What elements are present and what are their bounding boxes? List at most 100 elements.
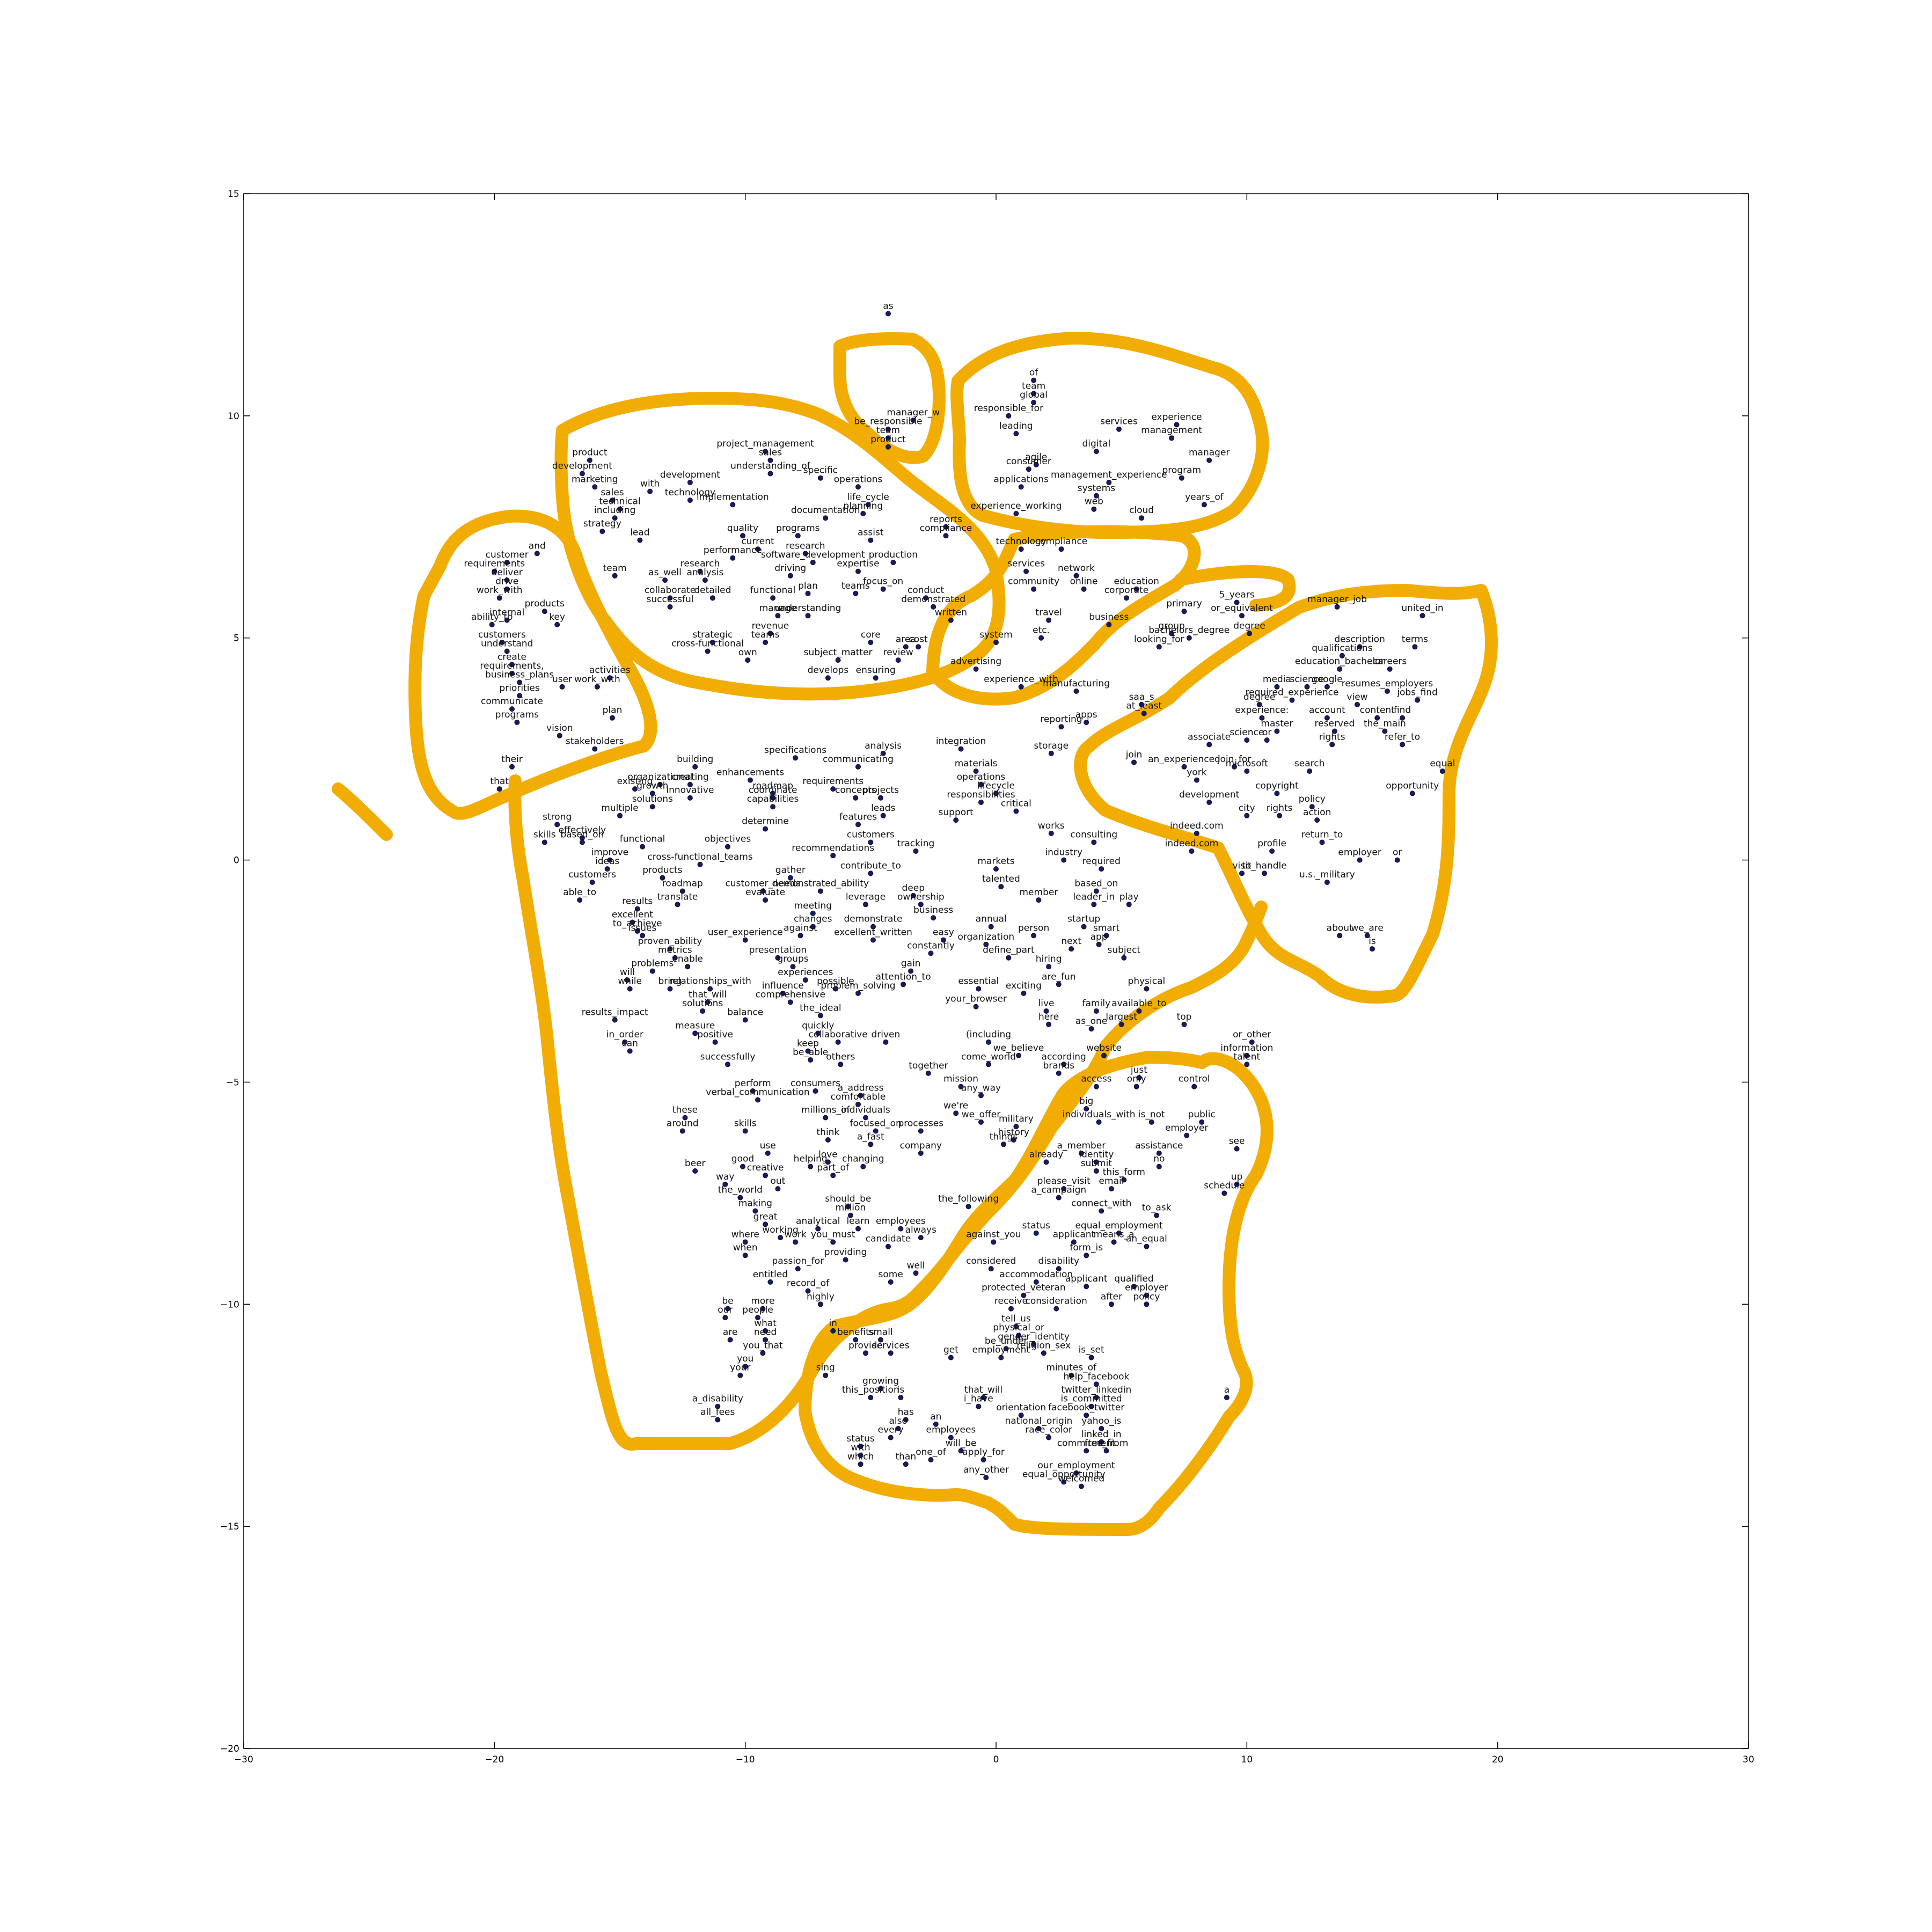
point-label: free_from <box>1085 1438 1129 1448</box>
data-point <box>599 529 605 535</box>
point-label: quality <box>727 523 758 533</box>
point-label: team <box>876 425 900 436</box>
data-point <box>1307 769 1313 774</box>
point-label: skills <box>533 830 556 840</box>
data-point <box>763 1328 769 1334</box>
data-point <box>978 800 984 805</box>
data-point <box>1056 1195 1062 1201</box>
point-label: (including <box>966 1029 1011 1040</box>
data-point <box>1071 1239 1077 1245</box>
data-point <box>685 964 691 970</box>
point-label: responsible_for <box>974 403 1043 414</box>
data-point <box>858 1444 863 1450</box>
point-label: influence <box>762 980 804 991</box>
data-point <box>878 1337 883 1343</box>
point-label: keep <box>797 1038 819 1049</box>
data-point <box>880 813 886 818</box>
point-label: learn <box>846 1216 869 1227</box>
data-point <box>1031 400 1037 405</box>
point-label: considered <box>966 1256 1016 1267</box>
cluster-outline <box>408 509 657 820</box>
data-point <box>725 844 730 850</box>
data-point <box>1106 621 1112 627</box>
data-point <box>767 631 773 636</box>
point-label: projects <box>862 785 899 796</box>
data-point <box>853 590 859 596</box>
data-point <box>1013 1323 1019 1329</box>
point-label: be_under <box>985 1336 1028 1346</box>
point-label: at_least <box>1126 700 1162 711</box>
data-point <box>965 1204 971 1210</box>
data-point <box>1400 715 1406 721</box>
point-label: welcomed <box>1058 1474 1105 1484</box>
data-point <box>1099 1439 1104 1445</box>
point-label: leverage <box>846 891 885 902</box>
point-label: u.s._military <box>1299 869 1355 880</box>
point-label: are_fun <box>1042 971 1076 982</box>
point-label: should_be <box>825 1194 871 1204</box>
data-point <box>742 1128 748 1134</box>
point-label: you_must <box>811 1229 855 1240</box>
point-label: any_other <box>963 1465 1009 1475</box>
data-point <box>1274 728 1280 734</box>
point-label: refer_to <box>1385 731 1420 742</box>
point-label: research <box>786 540 825 551</box>
data-point <box>662 577 668 583</box>
point-label: consumers <box>791 1078 840 1089</box>
data-point <box>815 1226 821 1232</box>
point-label: record_of <box>787 1278 830 1289</box>
data-point <box>640 844 646 850</box>
point-label: area <box>896 634 916 645</box>
data-point <box>1021 990 1027 996</box>
point-label: travel <box>1035 608 1062 618</box>
point-label: any_way <box>961 1082 1001 1093</box>
point-label: systems <box>1078 483 1115 494</box>
data-point <box>1103 933 1109 939</box>
point-label: teams <box>751 630 780 640</box>
point-label: constantly <box>907 940 955 951</box>
data-point <box>918 1150 924 1156</box>
data-point <box>687 795 693 801</box>
data-point <box>1084 1253 1089 1258</box>
point-label: commitment <box>1057 1438 1116 1448</box>
data-point <box>712 1039 718 1045</box>
point-label: solutions <box>682 998 723 1009</box>
point-label: their <box>501 754 523 765</box>
point-label: access <box>1081 1074 1111 1085</box>
y-axis: 15 10 5 0 −5 −10 −15 −20 <box>220 189 1748 1754</box>
point-label: compliance <box>1035 536 1088 547</box>
data-point <box>1033 1230 1039 1236</box>
data-point <box>948 1355 954 1360</box>
data-point <box>1031 377 1037 383</box>
data-point <box>752 1208 758 1214</box>
point-label: plan <box>798 581 818 591</box>
data-point <box>855 568 861 574</box>
point-label: changing <box>842 1154 884 1165</box>
point-label: strong <box>543 811 572 822</box>
data-point <box>1412 644 1418 650</box>
point-label: customers <box>568 869 616 880</box>
data-point <box>983 941 989 947</box>
point-label: indeed.com <box>1165 838 1219 849</box>
data-point <box>1003 1346 1009 1352</box>
point-label: experience: <box>1235 705 1289 716</box>
point-label: subject_matter <box>804 647 873 658</box>
point-label: religion_sex <box>1016 1340 1071 1351</box>
point-label: programs <box>776 523 820 533</box>
point-label: public <box>1188 1109 1216 1120</box>
point-label: talent <box>1233 1051 1260 1062</box>
data-point <box>657 781 663 787</box>
point-label: enhancements <box>716 767 784 778</box>
data-point <box>1289 697 1295 703</box>
data-point <box>737 1195 743 1201</box>
point-label: will_be <box>946 1438 977 1448</box>
point-label: what <box>754 1318 777 1329</box>
point-label: strategy <box>583 518 621 529</box>
cluster-outlines <box>332 332 1498 1536</box>
point-label: review <box>883 647 913 658</box>
point-label: use <box>760 1140 776 1151</box>
data-point <box>607 857 613 863</box>
data-point <box>1181 1021 1187 1027</box>
data-point <box>625 977 630 983</box>
